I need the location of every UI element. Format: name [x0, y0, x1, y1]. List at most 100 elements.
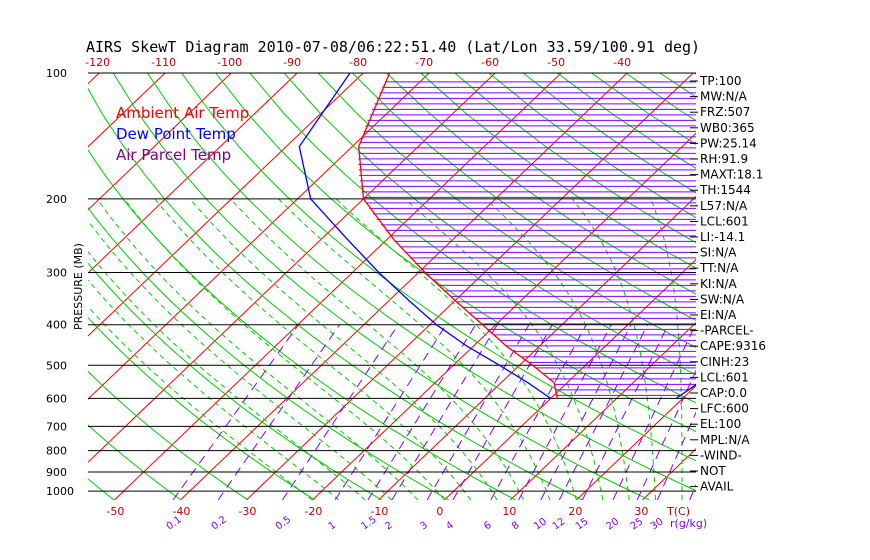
pressure-tick-label: 900	[46, 466, 67, 479]
dry-adiabat	[88, 87, 583, 500]
bottom-temp-tick-label: -20	[304, 505, 322, 518]
index-label: NOT	[700, 464, 726, 478]
bottom-temp-tick-label: 20	[568, 505, 582, 518]
index-label: -WIND-	[700, 448, 742, 462]
index-label: SI:N/A	[700, 246, 737, 260]
mixing-ratio-tick-label: 25	[629, 516, 646, 532]
mixing-ratio-tick-label: 3	[418, 520, 430, 533]
mixing-ratio-tick-label: 0.2	[210, 514, 229, 532]
mixing-ratio-line	[282, 324, 399, 500]
index-label: CINH:23	[700, 355, 749, 369]
moist-adiabat	[96, 198, 419, 500]
dry-adiabat	[249, 73, 696, 404]
index-label: CAPE:9316	[700, 339, 766, 353]
top-temp-tick-label: -100	[217, 56, 242, 69]
bottom-temp-unit: T(C)	[666, 505, 690, 518]
pressure-tick-label: 1000	[46, 485, 74, 498]
mixing-ratio-tick-label: 20	[604, 516, 621, 532]
mixing-ratio-line	[540, 324, 632, 500]
index-label: LCL:601	[700, 370, 749, 384]
dewpoint-line	[298, 73, 552, 399]
index-label: KI:N/A	[700, 277, 737, 291]
index-label: AVAIL	[700, 480, 734, 494]
index-label: CAP:0.0	[700, 386, 747, 400]
moist-adiabat	[230, 198, 525, 500]
cape-hatching	[358, 81, 696, 396]
pressure-tick-label: 400	[46, 319, 67, 332]
dry-adiabat	[762, 73, 870, 500]
dry-adiabat	[0, 73, 47, 500]
ambient-temp-line	[358, 73, 558, 399]
top-temp-tick-label: -70	[415, 56, 433, 69]
moist-adiabat	[154, 198, 472, 500]
bottom-temp-tick-label: -50	[106, 505, 124, 518]
isotherm-line	[88, 73, 232, 211]
index-label: WB0:365	[700, 121, 755, 135]
top-temp-tick-label: -110	[151, 56, 176, 69]
index-label: TT:N/A	[699, 261, 739, 275]
mixing-ratio-line	[217, 324, 340, 500]
legend-dewpoint: Dew Point Temp	[116, 125, 236, 143]
top-temp-tick-label: -60	[481, 56, 499, 69]
index-label: TH:1544	[699, 183, 751, 197]
pressure-tick-label: 600	[46, 392, 67, 405]
index-label: LFC:600	[700, 402, 749, 416]
mixing-ratio-tick-label: 6	[482, 520, 494, 533]
pressure-tick-label: 100	[46, 67, 67, 80]
mixing-ratio-line	[452, 324, 553, 500]
isobars	[88, 72, 696, 492]
isotherm-line	[88, 73, 298, 274]
index-label: MW:N/A	[700, 90, 748, 104]
mixing-ratio-tick-label: 12	[551, 516, 568, 532]
top-temp-tick-label: -40	[613, 56, 631, 69]
moist-adiabat	[88, 219, 392, 500]
index-label: PW:25.14	[700, 136, 757, 150]
mixing-ratio-line	[367, 324, 476, 500]
index-label: LCL:601	[700, 214, 749, 228]
mixing-ratio-line	[656, 411, 696, 500]
isotherm-line	[576, 384, 696, 500]
index-label: EI:N/A	[700, 308, 737, 322]
mixing-ratio-tick-label: 8	[510, 520, 522, 533]
y-axis-label: PRESSURE (MB)	[72, 243, 85, 330]
dry-adiabat	[317, 73, 696, 348]
isotherm-line	[88, 73, 430, 400]
dry-adiabat	[181, 73, 696, 462]
isotherm-line	[88, 73, 166, 148]
dry-adiabat	[797, 73, 870, 500]
chart-title: AIRS SkewT Diagram 2010-07-08/06:22:51.4…	[86, 38, 700, 56]
dry-adiabat	[420, 73, 696, 269]
dry-adiabat	[88, 424, 182, 500]
mixing-ratio-line	[612, 324, 696, 500]
legend-ambient: Ambient Air Temp	[116, 104, 249, 122]
index-label: MPL:N/A	[700, 433, 750, 447]
top-temp-tick-label: -120	[85, 56, 110, 69]
moist-adiabat	[650, 198, 683, 500]
index-label: RH:91.9	[700, 152, 748, 166]
dry-adiabat	[88, 262, 382, 500]
mixing-ratio-line	[426, 324, 530, 500]
top-temp-tick-label: -50	[547, 56, 565, 69]
isotherm-line	[180, 73, 628, 500]
mixing-ratio-line	[334, 324, 447, 500]
mixing-ratio-tick-label: 10	[532, 516, 549, 532]
mixing-ratio-unit: r(g/kg)	[670, 517, 707, 530]
bottom-temp-tick-label: -30	[238, 505, 256, 518]
dry-adiabat	[88, 206, 449, 500]
isotherm-line	[312, 132, 696, 500]
isotherm-line	[0, 73, 33, 500]
dry-adiabat	[352, 73, 696, 322]
bottom-temp-tick-label: 0	[436, 505, 443, 518]
moist-adiabat	[189, 198, 498, 500]
pressure-tick-label: 700	[46, 420, 67, 433]
moist-adiabat	[278, 198, 551, 500]
index-label: MAXT:18.1	[700, 168, 763, 182]
profile-lines	[298, 73, 696, 399]
index-label: SW:N/A	[700, 292, 745, 306]
dry-adiabat	[112, 73, 650, 500]
moist-adiabat	[335, 198, 577, 500]
mixing-ratio-line	[518, 324, 612, 500]
pressure-tick-label: 200	[46, 193, 67, 206]
dry-adiabat	[215, 73, 696, 433]
